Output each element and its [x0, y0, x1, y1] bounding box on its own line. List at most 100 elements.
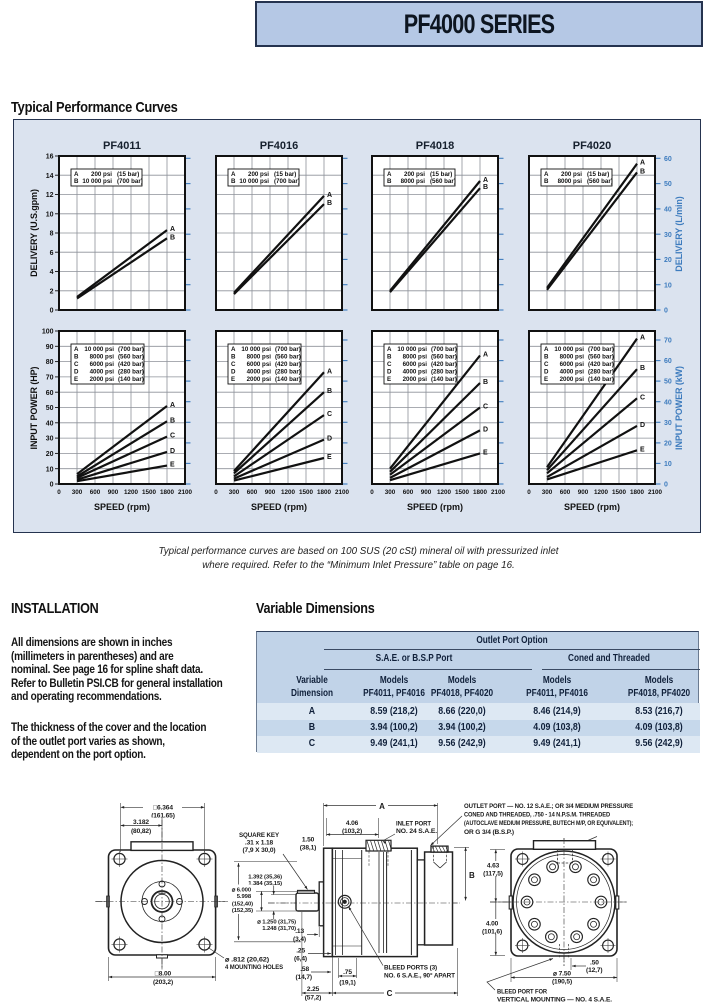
- svg-text:1200: 1200: [124, 489, 139, 496]
- svg-text:(700 bar): (700 bar): [117, 178, 143, 185]
- svg-text:.31 x 1.18: .31 x 1.18: [245, 840, 274, 847]
- svg-text:(80,82): (80,82): [131, 828, 151, 835]
- svg-text:0: 0: [57, 489, 61, 496]
- svg-text:(7,9 X 30,0): (7,9 X 30,0): [242, 847, 275, 854]
- svg-text:50: 50: [46, 405, 54, 412]
- svg-text:10: 10: [664, 282, 672, 289]
- svg-text:B: B: [544, 178, 549, 185]
- svg-text:PF4020: PF4020: [573, 140, 612, 152]
- svg-text:E: E: [231, 376, 235, 383]
- svg-text:(700 bar): (700 bar): [431, 346, 457, 353]
- svg-text:2100: 2100: [335, 489, 350, 496]
- svg-text:8000 psi: 8000 psi: [90, 354, 115, 361]
- svg-text:0: 0: [50, 308, 54, 315]
- svg-text:1500: 1500: [612, 489, 627, 496]
- svg-text:(560 bar): (560 bar): [587, 178, 613, 185]
- svg-text:B: B: [640, 168, 645, 175]
- svg-text:60: 60: [664, 358, 672, 365]
- svg-text:PF4018: PF4018: [416, 140, 455, 152]
- svg-text:4.06: 4.06: [346, 820, 359, 827]
- svg-text:10: 10: [46, 466, 54, 473]
- svg-text:(12,7): (12,7): [586, 967, 603, 974]
- svg-text:.58: .58: [300, 966, 309, 973]
- svg-text:200 psi: 200 psi: [561, 171, 582, 178]
- svg-text:5.998: 5.998: [237, 894, 252, 900]
- svg-text:(280 bar): (280 bar): [431, 369, 457, 376]
- svg-text:C: C: [387, 989, 393, 998]
- svg-text:(700 bar): (700 bar): [275, 346, 301, 353]
- svg-text:2100: 2100: [178, 489, 193, 496]
- svg-text:(15 bar): (15 bar): [587, 171, 609, 178]
- svg-text:1.384 (35,15): 1.384 (35,15): [248, 881, 282, 887]
- svg-text:A: A: [640, 335, 645, 342]
- svg-text:OUTLET PORT — NO. 12 S.A.E.; O: OUTLET PORT — NO. 12 S.A.E.; OR 3/4 MEDI…: [464, 803, 634, 810]
- svg-text:SPEED (rpm): SPEED (rpm): [407, 502, 463, 512]
- svg-text:A: A: [483, 352, 488, 359]
- svg-text:2000 psi: 2000 psi: [560, 376, 585, 383]
- svg-text:B: B: [74, 178, 79, 185]
- svg-text:600: 600: [90, 489, 101, 496]
- svg-text:A: A: [327, 192, 332, 199]
- svg-text:2000 psi: 2000 psi: [247, 376, 272, 383]
- svg-text:(560 bar): (560 bar): [275, 354, 301, 361]
- svg-text:B: B: [327, 200, 332, 207]
- svg-text:(560 bar): (560 bar): [118, 354, 144, 361]
- svg-text:6000 psi: 6000 psi: [90, 361, 115, 368]
- svg-text:A: A: [387, 346, 392, 353]
- svg-text:B: B: [387, 354, 392, 361]
- svg-text:BLEED PORTS (3): BLEED PORTS (3): [384, 965, 437, 972]
- svg-text:600: 600: [247, 489, 258, 496]
- svg-text:2000 psi: 2000 psi: [403, 376, 428, 383]
- svg-text:200 psi: 200 psi: [91, 171, 112, 178]
- svg-text:1200: 1200: [281, 489, 296, 496]
- svg-text:(3,4): (3,4): [293, 936, 306, 943]
- svg-text:A: A: [74, 346, 79, 353]
- svg-text:30: 30: [664, 232, 672, 239]
- svg-text:200 psi: 200 psi: [248, 171, 269, 178]
- svg-text:10 000 psi: 10 000 psi: [241, 346, 271, 353]
- svg-text:10 000 psi: 10 000 psi: [239, 178, 269, 185]
- svg-text:PF4011: PF4011: [103, 140, 141, 152]
- svg-text:INPUT POWER (kW): INPUT POWER (kW): [674, 366, 684, 450]
- svg-text:C: C: [640, 394, 645, 401]
- svg-text:1.248 (31,70): 1.248 (31,70): [262, 926, 296, 932]
- svg-text:8000 psi: 8000 psi: [558, 178, 583, 185]
- svg-text:(15 bar): (15 bar): [430, 171, 452, 178]
- svg-text:C: C: [387, 361, 392, 368]
- svg-text:0: 0: [214, 489, 218, 496]
- svg-text:(420 bar): (420 bar): [588, 361, 614, 368]
- svg-text:VERTICAL MOUNTING — NO. 4 S.A.: VERTICAL MOUNTING — NO. 4 S.A.E.: [497, 997, 612, 1004]
- svg-text:0: 0: [664, 482, 668, 489]
- svg-text:(280 bar): (280 bar): [118, 369, 144, 376]
- svg-text:B: B: [544, 354, 549, 361]
- svg-text:(560 bar): (560 bar): [431, 354, 457, 361]
- svg-text:2.25: 2.25: [307, 986, 320, 993]
- svg-text:1500: 1500: [455, 489, 470, 496]
- svg-text:40: 40: [664, 399, 672, 406]
- svg-text:6000 psi: 6000 psi: [403, 361, 428, 368]
- svg-text:1200: 1200: [594, 489, 609, 496]
- svg-text:BLEED PORT FOR: BLEED PORT FOR: [497, 989, 547, 996]
- svg-text:B: B: [387, 178, 392, 185]
- svg-text:(AUTOCLAVE MEDIUM PRESSURE, BU: (AUTOCLAVE MEDIUM PRESSURE, BUTECH M/P, …: [464, 820, 633, 827]
- svg-text:SPEED (rpm): SPEED (rpm): [94, 502, 150, 512]
- svg-text:B: B: [170, 234, 175, 241]
- svg-text:.75: .75: [343, 969, 352, 976]
- svg-text:80: 80: [46, 359, 54, 366]
- svg-text:A: A: [74, 171, 79, 178]
- svg-text:900: 900: [108, 489, 119, 496]
- svg-text:12: 12: [46, 192, 54, 199]
- svg-text:20: 20: [46, 451, 54, 458]
- svg-text:.50: .50: [590, 960, 599, 967]
- svg-text:4 MOUNTING HOLES: 4 MOUNTING HOLES: [225, 964, 284, 971]
- svg-text:20: 20: [664, 257, 672, 264]
- svg-text:E: E: [483, 449, 488, 456]
- svg-text:NO. 24 S.A.E.: NO. 24 S.A.E.: [396, 828, 437, 835]
- svg-text:600: 600: [560, 489, 571, 496]
- svg-text:8000 psi: 8000 psi: [560, 354, 585, 361]
- svg-text:A: A: [327, 368, 332, 375]
- svg-text:A: A: [231, 171, 236, 178]
- svg-text:E: E: [74, 376, 78, 383]
- svg-text:(560 bar): (560 bar): [588, 354, 614, 361]
- svg-text:3.182: 3.182: [133, 819, 149, 826]
